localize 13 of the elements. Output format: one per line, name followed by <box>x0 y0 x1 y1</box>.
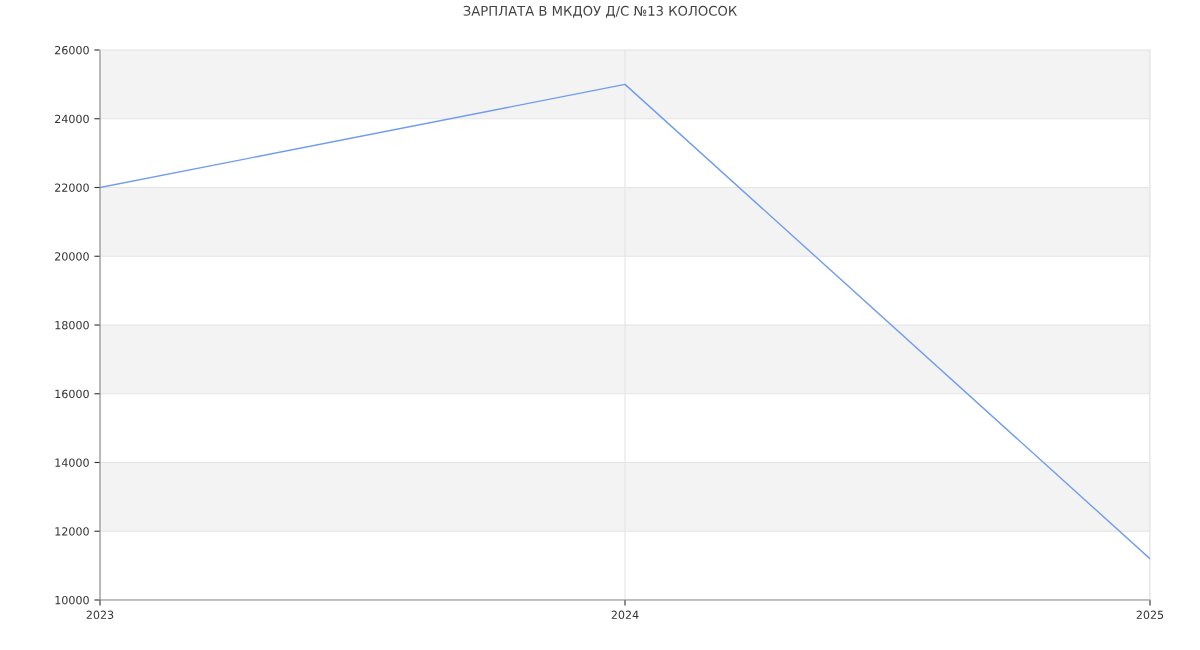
chart-title: ЗАРПЛАТА В МКДОУ Д/С №13 КОЛОСОК <box>463 5 737 18</box>
x-tick-label: 2023 <box>86 610 114 620</box>
y-tick-label: 12000 <box>55 527 89 536</box>
y-tick-label: 10000 <box>55 595 89 605</box>
y-tick-label: 16000 <box>55 389 89 399</box>
y-tick-label: 14000 <box>55 458 89 467</box>
y-tick-label: 20000 <box>55 252 89 261</box>
y-tick-label: 18000 <box>55 320 89 330</box>
y-tick-label: 26000 <box>55 45 89 55</box>
x-tick-label: 2024 <box>611 610 639 620</box>
x-tick-label: 2025 <box>1136 610 1164 620</box>
y-tick-label: 22000 <box>55 183 89 192</box>
y-tick-label: 24000 <box>55 114 89 124</box>
